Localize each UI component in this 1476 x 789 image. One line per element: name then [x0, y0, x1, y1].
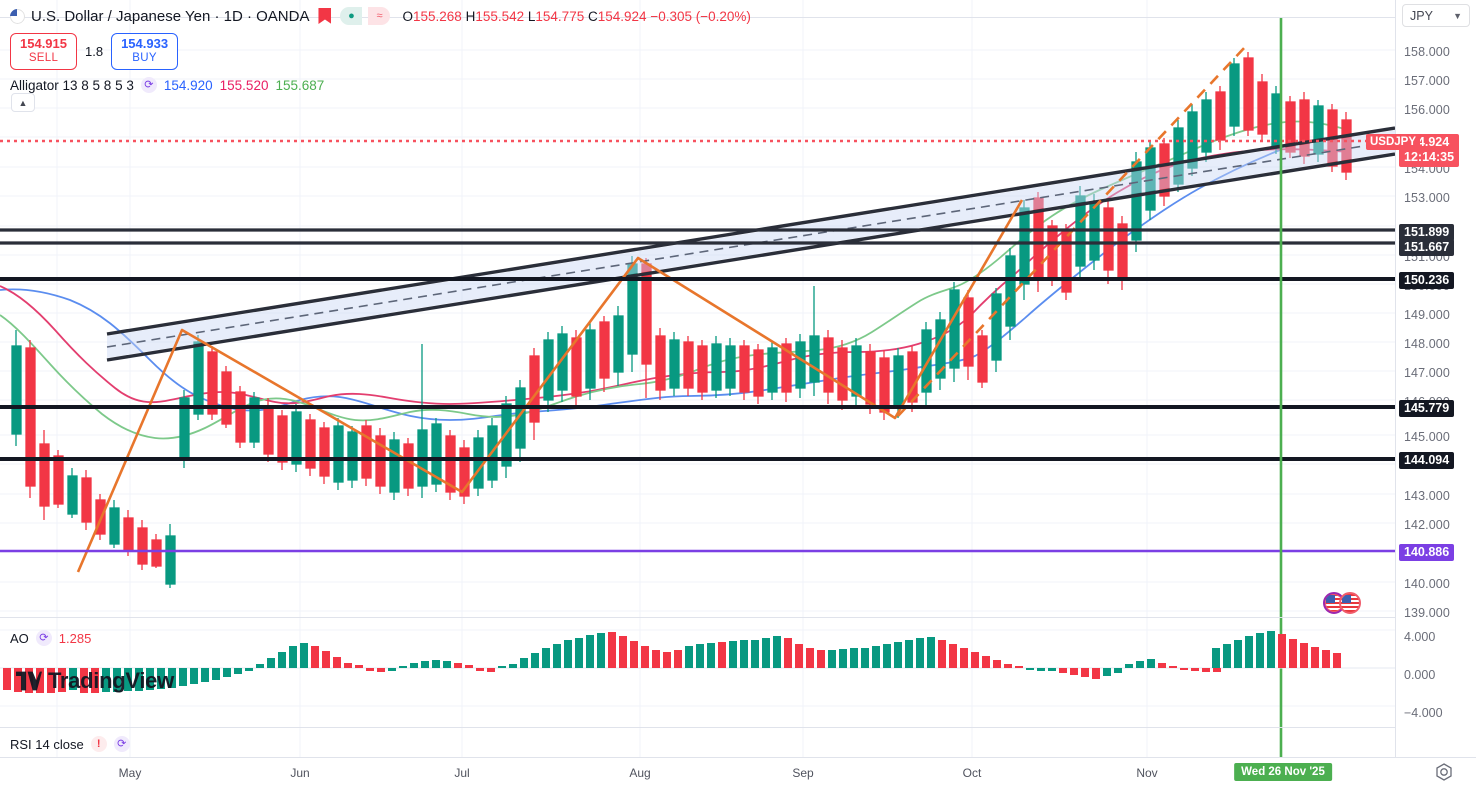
price-level-badge[interactable]: 145.779 — [1399, 400, 1455, 417]
time-axis-label: May — [118, 766, 142, 780]
economic-event-markers[interactable] — [1323, 592, 1361, 614]
sell-label: SELL — [28, 52, 59, 64]
price-axis-tick: 149.000 — [1404, 308, 1450, 322]
watermark-text: TradingView — [48, 668, 174, 693]
price-axis-tick: 142.000 — [1404, 518, 1450, 532]
flag-pennant-icon[interactable] — [318, 8, 332, 24]
refresh-icon[interactable]: ⟳ — [35, 630, 52, 646]
ohlc-c-key: C — [587, 8, 598, 24]
indicator-name: Alligator 13 8 5 8 5 3 — [10, 77, 134, 93]
ohlc-h-val: 155.542 — [475, 8, 525, 24]
price-axis-tick: 153.000 — [1404, 191, 1450, 205]
spread-value: 1.8 — [85, 44, 104, 59]
alligator-jaw-value: 154.920 — [163, 77, 213, 93]
ao-axis-tick: −4.000 — [1404, 706, 1443, 720]
ao-histogram — [0, 631, 1395, 693]
circle-dot-icon[interactable]: ● — [340, 7, 363, 25]
chevron-up-icon[interactable]: ▲ — [11, 93, 35, 112]
ohlc-l-val: 154.775 — [535, 8, 585, 24]
time-axis-label: Sep — [792, 766, 814, 780]
settings-gear-icon[interactable] — [1434, 762, 1454, 782]
warning-icon[interactable]: ! — [90, 736, 107, 752]
last-price-countdown: 12:14:35 — [1404, 150, 1455, 164]
price-axis-tick: 158.000 — [1404, 45, 1450, 59]
time-axis-label: Jul — [454, 766, 470, 780]
approximately-icon[interactable]: ≈ — [368, 7, 391, 25]
zigzag-annotation — [76, 199, 1024, 573]
price-level-badge[interactable]: 151.899 — [1399, 224, 1455, 241]
ao-value: 1.285 — [58, 630, 92, 646]
time-axis-label: Nov — [1136, 766, 1158, 780]
current-date-label[interactable]: Wed 26 Nov '25 — [1234, 763, 1332, 781]
price-axis-tick: 139.000 — [1404, 606, 1450, 620]
price-axis-tick: 148.000 — [1404, 337, 1450, 351]
price-level-badge[interactable]: 140.886 — [1399, 544, 1455, 561]
ao-name: AO — [10, 630, 29, 646]
ohlc-c-val: 154.924 — [597, 8, 647, 24]
pane-divider-rsi — [0, 727, 1395, 728]
event-flag-icon-2[interactable] — [1339, 592, 1361, 614]
time-axis-label: Oct — [962, 766, 982, 780]
ao-price-axis[interactable]: 4.000 0.000 −4.000 — [1395, 617, 1476, 727]
usdjpy-price-tag[interactable]: USDJPY — [1366, 134, 1421, 150]
us-flag-icon — [10, 8, 25, 24]
ao-axis-tick: 0.000 — [1404, 668, 1436, 682]
time-axis-label: Aug — [629, 766, 651, 780]
price-axis-tick: 157.000 — [1404, 74, 1450, 88]
symbol-row[interactable]: U.S. Dollar / Japanese Yen · 1D · OANDA … — [10, 5, 751, 27]
price-axis-tick: 145.000 — [1404, 430, 1450, 444]
quote-buttons[interactable]: 154.915 SELL 1.8 154.933 BUY — [10, 33, 751, 70]
indicator-legend-rsi[interactable]: RSI 14 close ! ⟳ — [10, 736, 130, 752]
chevron-down-icon[interactable]: ▼ — [1453, 10, 1462, 21]
candlestick-series — [11, 52, 1352, 588]
price-axis-tick: 156.000 — [1404, 103, 1450, 117]
indicator-legend-alligator[interactable]: Alligator 13 8 5 8 5 3 ⟳ 154.920 155.520… — [10, 77, 751, 93]
alligator-lips-value: 155.687 — [275, 77, 325, 93]
sell-button[interactable]: 154.915 SELL — [10, 33, 77, 70]
ohlc-o-val: 155.268 — [412, 8, 462, 24]
rsi-name: RSI 14 close — [10, 736, 84, 752]
legend-status-pill[interactable]: ● ≈ — [340, 7, 391, 25]
tradingview-logo-icon — [16, 671, 42, 691]
price-level-badge[interactable]: 144.094 — [1399, 452, 1455, 469]
buy-price: 154.933 — [121, 36, 169, 51]
symbol-title[interactable]: U.S. Dollar / Japanese Yen · 1D · OANDA — [31, 7, 310, 25]
buy-button[interactable]: 154.933 BUY — [111, 33, 179, 70]
currency-label: JPY — [1410, 8, 1433, 23]
sell-price: 154.915 — [20, 36, 67, 51]
ohlc-l-key: L — [527, 8, 536, 24]
ao-axis-tick: 4.000 — [1404, 630, 1436, 644]
pane-divider-top — [0, 17, 1395, 18]
pane-divider-ao — [0, 617, 1395, 618]
refresh-icon[interactable]: ⟳ — [140, 77, 157, 93]
refresh-icon[interactable]: ⟳ — [113, 736, 130, 752]
tradingview-watermark: TradingView — [16, 668, 174, 694]
buy-label: BUY — [132, 52, 157, 64]
time-axis[interactable]: May Jun Jul Aug Sep Oct Nov Wed 26 Nov '25 — [0, 757, 1476, 789]
currency-select[interactable]: JPY ▼ — [1402, 4, 1470, 27]
ohlc-values: O155.268 H155.542 L154.775 C154.924 −0.3… — [402, 9, 750, 24]
price-level-badge[interactable]: 151.667 — [1399, 239, 1455, 256]
price-axis-tick: 143.000 — [1404, 489, 1450, 503]
time-axis-label: Jun — [290, 766, 310, 780]
price-axis-tick: 147.000 — [1404, 366, 1450, 380]
ohlc-o-key: O — [402, 8, 413, 24]
support-resistance-lines — [0, 228, 1395, 553]
price-level-badge[interactable]: 150.236 — [1399, 272, 1455, 289]
price-axis-tick: 140.000 — [1404, 577, 1450, 591]
chart-legend: U.S. Dollar / Japanese Yen · 1D · OANDA … — [10, 5, 751, 93]
alligator-teeth-value: 155.520 — [219, 77, 269, 93]
ohlc-change: −0.305 (−0.20%) — [650, 8, 751, 24]
indicator-legend-ao[interactable]: AO ⟳ 1.285 — [10, 630, 91, 646]
ohlc-h-key: H — [465, 8, 476, 24]
